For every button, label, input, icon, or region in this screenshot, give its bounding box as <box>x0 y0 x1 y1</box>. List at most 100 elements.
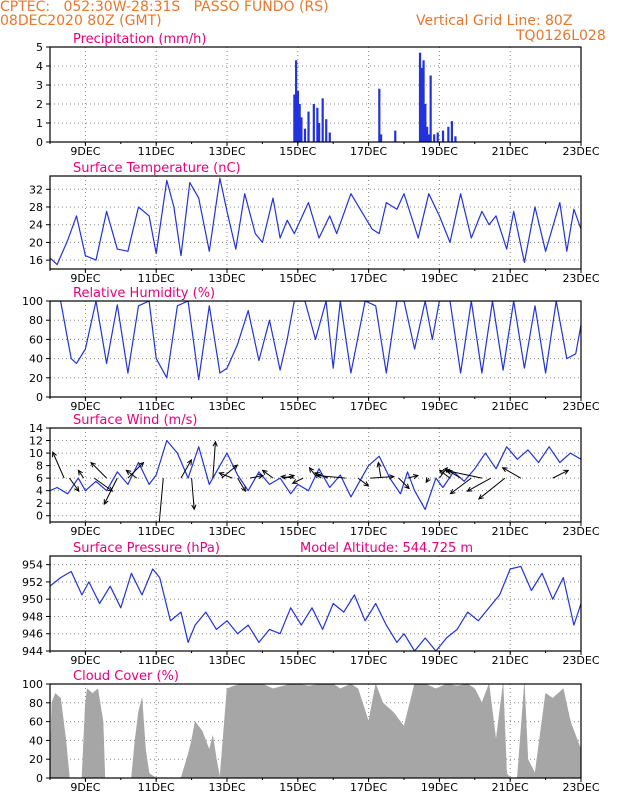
wind-arrow <box>180 459 192 479</box>
x-tick-label: 15DEC <box>279 654 316 667</box>
y-tick-label: 4 <box>36 60 43 73</box>
wind-arrow-head <box>90 461 96 468</box>
x-tick-label: 17DEC <box>350 145 387 158</box>
wind-arrow <box>450 477 472 495</box>
wind-arrow-head <box>376 461 382 468</box>
y-tick-label: 12 <box>29 435 43 448</box>
precip-bar <box>318 123 321 142</box>
wind-arrow <box>90 462 107 479</box>
header-grid-line: Vertical Grid Line: 80Z <box>416 13 573 29</box>
wind-arrow <box>439 469 451 479</box>
x-tick-label: 15DEC <box>279 145 316 158</box>
wind-arrow <box>502 467 522 479</box>
wind-arrow <box>292 477 304 484</box>
y-tick-label: 2 <box>36 497 43 510</box>
y-tick-label: 24 <box>29 219 43 232</box>
y-tick-label: 20 <box>29 236 43 249</box>
wind-arrow <box>309 467 318 479</box>
x-tick-label: 11DEC <box>138 781 175 794</box>
precip-bar <box>312 104 315 142</box>
y-tick-label: 950 <box>22 593 43 606</box>
y-tick-label: 1 <box>36 117 43 130</box>
wind-arrow-head <box>563 469 570 475</box>
y-tick-label: 60 <box>29 716 43 729</box>
x-tick-label: 19DEC <box>421 525 458 538</box>
x-tick-label: 13DEC <box>208 272 245 285</box>
panel-title: Surface Temperature (nC) <box>73 161 241 176</box>
precip-bar <box>379 134 383 142</box>
wind-arrow-head <box>438 469 445 476</box>
x-tick-label: 17DEC <box>350 781 387 794</box>
wind-arrow <box>158 478 164 522</box>
wind-arrow <box>78 470 85 479</box>
precip-bar <box>394 130 397 142</box>
wind-arrow <box>552 469 569 479</box>
wind-arrow <box>126 469 138 479</box>
plot-area <box>293 52 457 142</box>
series-line <box>50 301 581 381</box>
precip-bar <box>298 104 301 142</box>
x-tick-label: 21DEC <box>492 145 529 158</box>
wind-arrow <box>127 462 144 479</box>
wind-arrow-head <box>107 486 114 492</box>
y-tick-label: 80 <box>29 314 43 327</box>
plot-area <box>50 684 581 778</box>
x-tick-label: 21DEC <box>492 400 529 413</box>
x-tick-label: 9DEC <box>70 525 100 538</box>
wind-arrow-head <box>477 494 484 500</box>
wind-arrow-head <box>466 486 473 492</box>
y-tick-label: 40 <box>29 353 43 366</box>
panel-0: 9DEC 11DEC 13DEC 15DEC 17DEC 19DEC 21DEC 23DEC 0… <box>36 32 600 158</box>
wind-arrow <box>370 476 394 479</box>
x-tick-label: 11DEC <box>138 525 175 538</box>
x-tick-label: 15DEC <box>279 781 316 794</box>
y-tick-label: 948 <box>22 610 43 623</box>
precip-bar <box>422 60 425 142</box>
wind-arrow-head <box>280 474 287 480</box>
panel-subtitle: Model Altitude: 544.725 m <box>300 541 473 556</box>
x-tick-label: 13DEC <box>208 400 245 413</box>
y-tick-label: 944 <box>22 645 43 658</box>
wind-arrow-head <box>261 469 268 476</box>
wind-arrow-head <box>74 486 80 493</box>
x-tick-label: 21DEC <box>492 654 529 667</box>
x-tick-label: 13DEC <box>208 525 245 538</box>
series-line <box>50 439 581 511</box>
wind-arrow-head <box>77 469 83 476</box>
wind-arrow <box>93 477 113 492</box>
panel-frame <box>49 46 582 143</box>
panel-frame <box>49 175 582 270</box>
x-tick-label: 11DEC <box>138 654 175 667</box>
wind-arrow-head <box>103 499 109 506</box>
wind-arrow <box>283 475 295 479</box>
panel-title: Relative Humidity (%) <box>73 286 215 301</box>
precip-bar <box>436 132 439 142</box>
wind-arrow <box>377 462 382 479</box>
wind-arrow <box>467 477 491 492</box>
x-tick-label: 17DEC <box>350 525 387 538</box>
wind-arrow-head <box>191 504 197 511</box>
y-tick-label: 0 <box>36 391 43 404</box>
wind-arrow <box>212 441 216 479</box>
wind-arrow-head <box>388 474 395 480</box>
x-tick-label: 23DEC <box>562 781 599 794</box>
x-tick-label: 13DEC <box>208 654 245 667</box>
x-tick-label: 11DEC <box>138 145 175 158</box>
wind-arrow-head <box>363 481 370 487</box>
precip-bar <box>427 134 430 142</box>
wind-arrow-head <box>412 474 420 480</box>
y-tick-label: 0 <box>36 772 43 785</box>
wind-arrow-head <box>425 477 431 484</box>
x-tick-label: 23DEC <box>562 525 599 538</box>
wind-arrow-head <box>138 461 145 468</box>
wind-arrow <box>237 477 246 492</box>
wind-arrow-head <box>501 467 508 473</box>
wind-arrow-head <box>449 489 456 495</box>
precip-bar <box>447 126 450 142</box>
precip-bar <box>429 75 432 142</box>
precip-bar <box>426 126 429 142</box>
y-tick-label: 20 <box>29 753 43 766</box>
y-tick-label: 20 <box>29 372 43 385</box>
y-tick-label: 10 <box>29 447 43 460</box>
